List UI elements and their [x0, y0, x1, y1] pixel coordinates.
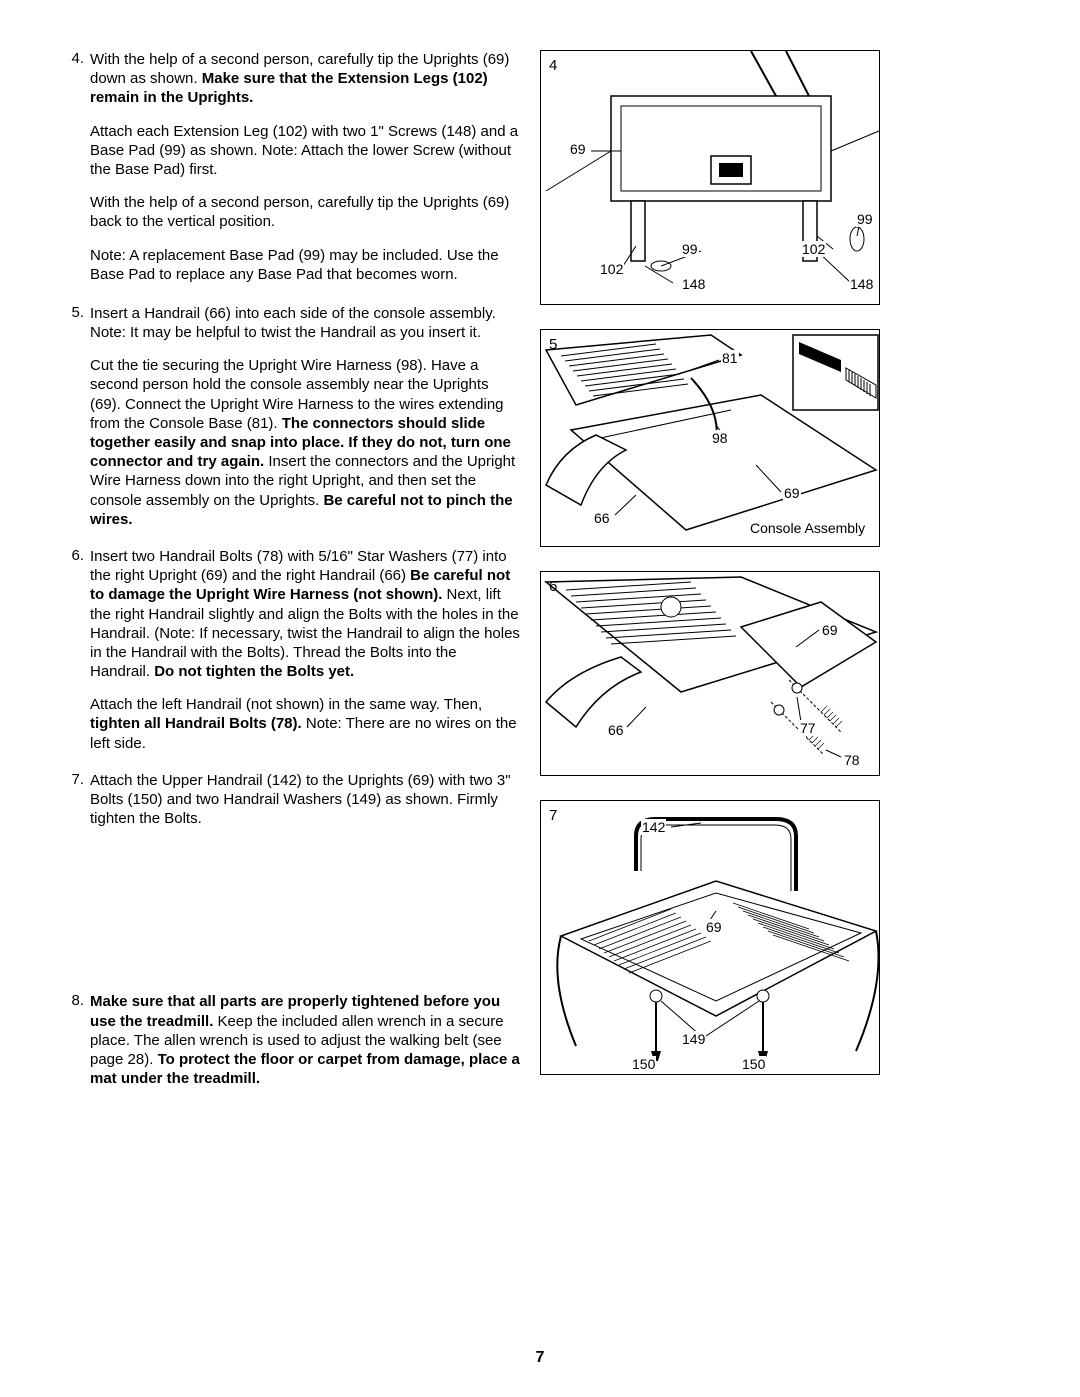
instruction-paragraph: Insert a Handrail (66) into each side of…: [90, 304, 520, 342]
part-callout: 66: [593, 510, 611, 526]
assembly-step: 8.Make sure that all parts are properly …: [60, 992, 520, 1088]
part-callout: 142: [641, 819, 666, 835]
page-content: 4.With the help of a second person, care…: [60, 50, 1020, 1106]
part-callout: 148: [849, 276, 874, 292]
step-number: 7.: [60, 771, 84, 829]
instruction-text-column: 4.With the help of a second person, care…: [60, 50, 520, 1106]
figure-drawing: [541, 572, 881, 777]
step-body: Attach the Upper Handrail (142) to the U…: [90, 771, 520, 829]
part-callout: 99: [856, 211, 874, 227]
page-number: 7: [0, 1349, 1080, 1367]
part-callout: 66: [607, 722, 625, 738]
part-callout: Console Assembly: [749, 520, 866, 536]
part-callout: 150: [741, 1056, 766, 1072]
step-body: Insert two Handrail Bolts (78) with 5/16…: [90, 547, 520, 753]
part-callout: 69: [705, 919, 723, 935]
instruction-paragraph: Attach the left Handrail (not shown) in …: [90, 695, 520, 753]
part-callout: 102: [599, 261, 624, 277]
assembly-figure: 5 81 98 69 66 Console Assembly: [540, 329, 880, 547]
part-callout: 78: [843, 752, 861, 768]
part-callout: 150: [631, 1056, 656, 1072]
figure-column: 4 69 102 99 148 102 99 148 5 81 98 69 66 Console Asse…: [540, 50, 880, 1106]
instruction-paragraph: Insert two Handrail Bolts (78) with 5/16…: [90, 547, 520, 681]
part-callout: 98: [711, 430, 729, 446]
figure-number: 5: [549, 336, 557, 353]
assembly-figure: 4 69 102 99 148 102 99 148: [540, 50, 880, 305]
figure-number: 6: [549, 578, 557, 595]
step-body: With the help of a second person, carefu…: [90, 50, 520, 284]
step-number: 8.: [60, 992, 84, 1088]
part-callout: 69: [569, 141, 587, 157]
part-callout: 77: [799, 720, 817, 736]
part-callout: 69: [783, 485, 801, 501]
step-number: 5.: [60, 304, 84, 529]
part-callout: 149: [681, 1031, 706, 1047]
step-number: 4.: [60, 50, 84, 284]
assembly-figure: 6 69 66 77 78: [540, 571, 880, 776]
figure-number: 4: [549, 57, 557, 74]
instruction-paragraph: With the help of a second person, carefu…: [90, 50, 520, 108]
assembly-step: 5.Insert a Handrail (66) into each side …: [60, 304, 520, 529]
assembly-step: 4.With the help of a second person, care…: [60, 50, 520, 284]
part-callout: 69: [821, 622, 839, 638]
part-callout: 81: [721, 350, 739, 366]
step-body: Make sure that all parts are properly ti…: [90, 992, 520, 1088]
assembly-step: 7.Attach the Upper Handrail (142) to the…: [60, 771, 520, 829]
step-body: Insert a Handrail (66) into each side of…: [90, 304, 520, 529]
part-callout: 99: [681, 241, 699, 257]
instruction-paragraph: Note: A replacement Base Pad (99) may be…: [90, 246, 520, 284]
figure-drawing: [541, 51, 881, 306]
assembly-figure: 7 142 69 149 150 150: [540, 800, 880, 1075]
assembly-step: 6.Insert two Handrail Bolts (78) with 5/…: [60, 547, 520, 753]
instruction-paragraph: Cut the tie securing the Upright Wire Ha…: [90, 356, 520, 529]
part-callout: 102: [801, 241, 826, 257]
instruction-paragraph: Attach each Extension Leg (102) with two…: [90, 122, 520, 180]
figure-drawing: [541, 801, 881, 1076]
step-number: 6.: [60, 547, 84, 753]
instruction-paragraph: Make sure that all parts are properly ti…: [90, 992, 520, 1088]
figure-number: 7: [549, 807, 557, 824]
instruction-paragraph: With the help of a second person, carefu…: [90, 193, 520, 231]
part-callout: 148: [681, 276, 706, 292]
instruction-paragraph: Attach the Upper Handrail (142) to the U…: [90, 771, 520, 829]
